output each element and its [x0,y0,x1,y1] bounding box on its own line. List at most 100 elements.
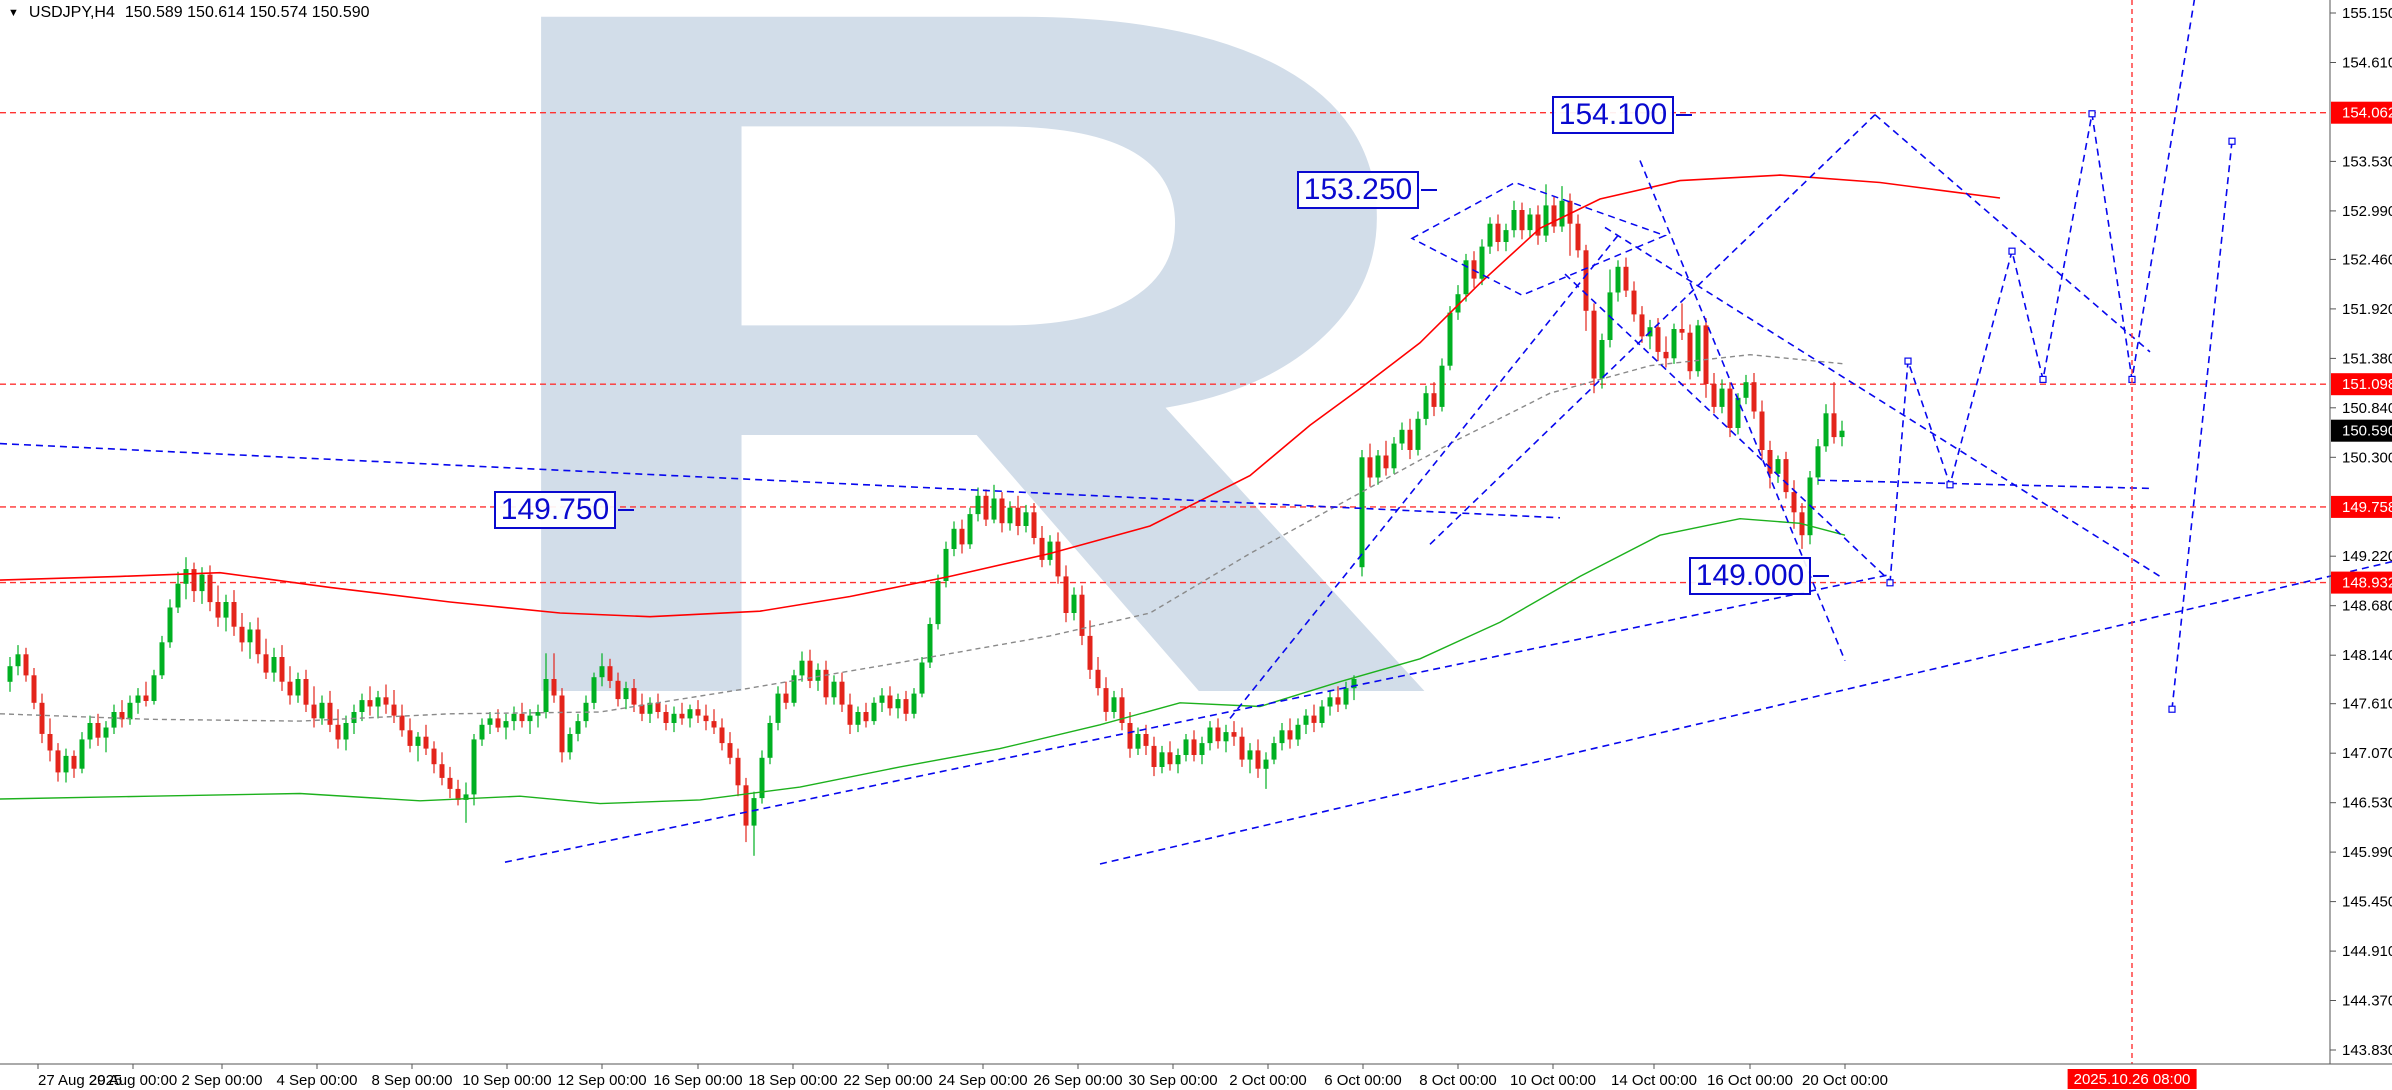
candle-body [503,721,509,728]
price-axis[interactable]: 155.150 154.610 153.530 152.990 152.460 151.9… [2330,5,2392,1059]
candle-body [1247,750,1253,760]
candle-body [159,642,165,676]
candle-body [663,712,669,723]
candle-body [1271,743,1277,760]
candle-body [1471,260,1477,279]
candle-body [711,721,717,728]
diamond-pattern[interactable] [1410,181,1668,297]
candle-body [1671,329,1677,359]
trendline-descending-long-right[interactable] [1604,226,2161,578]
one-click-trading-expand-icon[interactable]: ▼ [8,7,19,19]
candle-body [959,528,965,545]
trendline-forecast-zigzag[interactable] [1889,0,2208,583]
ma-gray-mid[interactable] [0,353,1846,722]
candle-body [1719,388,1725,407]
candle-body [703,715,709,722]
price-annotation-label[interactable]: 149.000 [1689,557,1811,595]
price-tick-label: 147.070 [2342,745,2392,762]
candle-body [1287,730,1293,740]
trendline-forecast-final-leg[interactable] [2171,141,2233,710]
candle-body [1071,594,1077,613]
price-badge-label: 148.932 [2342,575,2392,592]
candle-body [1231,732,1237,737]
candle-body [1399,429,1405,444]
zigzag-vertex-marker[interactable] [2008,247,2016,255]
zigzag-vertex-marker[interactable] [1904,357,1912,365]
ma-red-displaced[interactable] [0,174,2001,618]
candle-body [79,739,85,769]
zigzag-vertex-marker[interactable] [1886,579,1894,587]
time-tick-label: 16 Oct 00:00 [1707,1072,1793,1089]
candle-body [1431,393,1437,407]
time-tick-label: 26 Sep 00:00 [1033,1072,1122,1089]
candle-body [343,723,349,740]
candle-body [1143,734,1149,746]
price-tick-label: 143.830 [2342,1042,2392,1059]
price-badge-label: 150.590 [2342,423,2392,440]
candle-body [135,695,141,703]
candle-body [1183,739,1189,755]
candle-body [999,498,1005,524]
candle-body [1479,246,1485,279]
candle-body [855,712,861,725]
price-badge-alert[interactable] [2331,571,2392,594]
zigzag-vertex-marker[interactable] [2088,110,2096,118]
trendline-ascending-support-long[interactable] [1099,560,2392,865]
price-tick-label: 151.380 [2342,350,2392,367]
candle-body [911,693,917,714]
candle-body [1679,329,1685,333]
symbol-title: ▼ USDJPY,H4 150.589 150.614 150.574 150.… [8,4,370,22]
candle-body [647,702,653,714]
zigzag-vertex-marker[interactable] [2228,137,2236,145]
candle-body [1503,230,1509,242]
candle-body [1063,576,1069,613]
price-badge-alert[interactable] [2331,101,2392,124]
zigzag-vertex-marker[interactable] [2039,375,2047,384]
trendline-descending-from-top[interactable] [1874,114,2151,353]
ma-green-slow[interactable] [0,517,1846,805]
candle-body [191,569,197,592]
price-annotation-label[interactable]: 153.250 [1297,171,1419,209]
trendline-descending-resistance-left[interactable] [0,442,1561,519]
candle-body [951,528,957,549]
candle-body [495,718,501,728]
trendline-horizontal-150[interactable] [1817,479,2151,490]
candle-body [511,713,517,722]
candle-body [447,777,453,789]
candle-body [839,681,845,705]
candle-body [1639,314,1645,337]
candle-body [431,748,437,765]
candle-body [1727,388,1733,428]
price-tick-label: 148.140 [2342,647,2392,664]
candle-body [1663,351,1669,359]
event-time-badge[interactable]: 2025.10.26 08:00 [2067,1069,2197,1089]
candle-body [1311,715,1317,723]
trendline-ascending-support-a[interactable] [504,573,1891,863]
candle-body [367,700,373,707]
time-tick-label: 12 Sep 00:00 [557,1072,646,1089]
candle-body [983,495,989,520]
candle-body [207,574,213,603]
candle-body [1151,745,1157,767]
price-annotation-label[interactable]: 149.750 [494,491,616,529]
candle-body [1543,205,1549,236]
candle-body [1055,541,1061,577]
price-annotation-label[interactable]: 154.100 [1552,96,1674,134]
candle-body [1583,250,1589,311]
trendline-descending-to-v[interactable] [1564,273,1891,582]
candle-body [1295,724,1301,740]
trendline-ascending-steep-rally[interactable] [1229,232,1621,719]
price-badge-alert[interactable] [2331,495,2392,518]
candle-body [1751,382,1757,412]
zigzag-vertex-marker[interactable] [1946,481,1954,489]
price-badge-current[interactable] [2331,419,2392,442]
candle-body [639,704,645,714]
candle-body [1831,413,1837,438]
zigzag-vertex-marker[interactable] [2168,705,2176,713]
candle-body [727,743,733,758]
candle-body [1567,200,1573,224]
candle-body [335,724,341,740]
price-badge-alert[interactable] [2331,373,2392,396]
